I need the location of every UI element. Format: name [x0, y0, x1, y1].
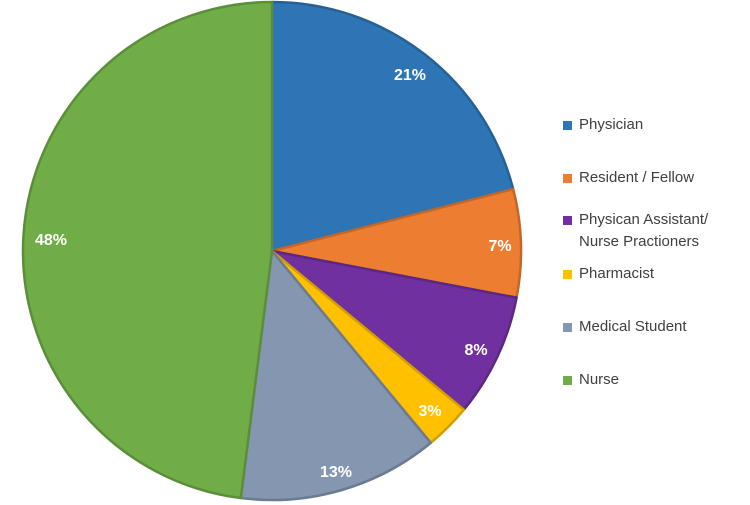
legend-item-pharmacist: Pharmacist [563, 263, 748, 285]
data-label-physician-assistant: 8% [464, 342, 487, 359]
legend-label-physician: Physician [579, 116, 644, 133]
legend-item-medical-student: Medical Student [563, 316, 748, 338]
legend-swatch-physician [563, 121, 572, 130]
legend-label-pharmacist: Pharmacist [579, 265, 655, 282]
data-label-nurse: 48% [35, 232, 67, 249]
legend-label-nurse: Nurse [579, 371, 620, 388]
pie-slice-physician-assistant [270, 249, 518, 411]
legend-item-physician: Physician [563, 114, 748, 136]
legend-swatch-nurse [563, 376, 572, 385]
legend: Physician Resident / Fellow Physican Ass… [563, 112, 748, 391]
legend-label-resident-fellow: Resident / Fellow [579, 169, 695, 186]
legend-label-physician-assistant: Physican Assistant/ Nurse Practioners [579, 211, 709, 250]
legend-item-physician-assistant: Physican Assistant/ Nurse Practioners [563, 209, 748, 253]
data-label-medical-student: 13% [320, 464, 352, 481]
data-label-resident-fellow: 7% [488, 238, 511, 255]
data-label-physician: 21% [394, 67, 426, 84]
legend-swatch-pharmacist [563, 270, 572, 279]
pie-slice-nurse [21, 0, 274, 500]
legend-label-medical-student: Medical Student [579, 318, 687, 335]
legend-item-nurse: Nurse [563, 369, 748, 391]
legend-item-resident-fellow: Resident / Fellow [563, 167, 748, 189]
legend-swatch-physician-assistant [563, 216, 572, 225]
legend-swatch-resident-fellow [563, 174, 572, 183]
pie-slice-resident-fellow [270, 187, 523, 299]
pie-slice-medical-student [239, 249, 432, 502]
data-label-pharmacist: 3% [418, 403, 441, 420]
pie-slice-physician [270, 0, 515, 253]
legend-swatch-medical-student [563, 323, 572, 332]
